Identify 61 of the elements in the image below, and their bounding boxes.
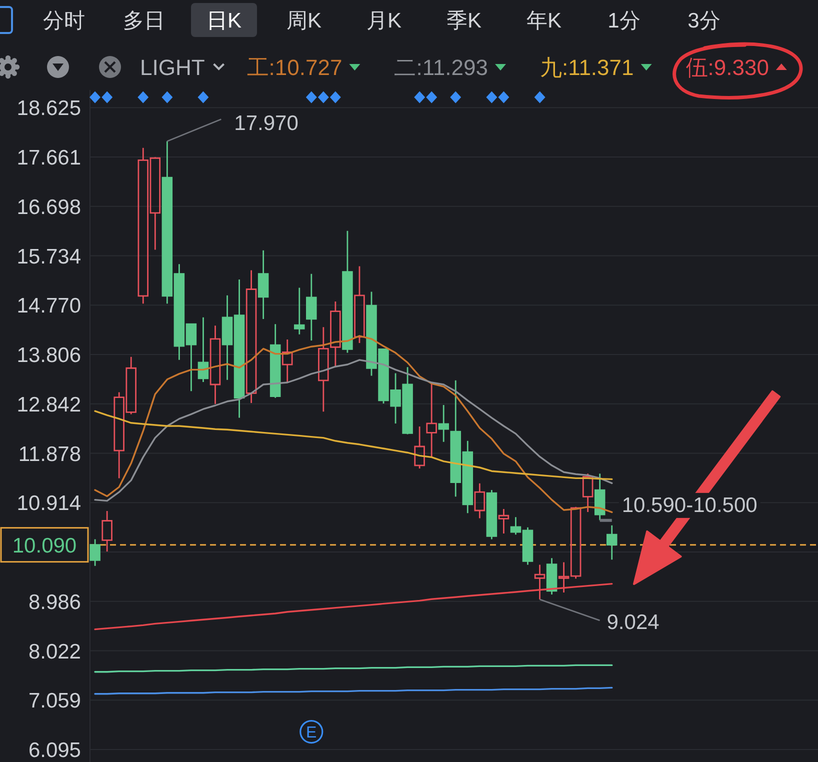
text: 工:10.727 bbox=[246, 54, 342, 80]
price-label: 10.590-10.500 bbox=[600, 492, 760, 522]
y-tick-label: 18.625 bbox=[16, 97, 81, 120]
candlestick bbox=[486, 489, 498, 540]
text: 多日 bbox=[123, 10, 165, 33]
candlestick bbox=[342, 230, 353, 354]
candlestick bbox=[282, 338, 293, 384]
y-tick-label: 10.914 bbox=[16, 492, 82, 516]
scatter: E bbox=[300, 720, 324, 744]
candlestick bbox=[534, 564, 546, 600]
text: 日K bbox=[206, 10, 242, 33]
line-series bbox=[94, 664, 613, 673]
line-series bbox=[94, 410, 613, 480]
data-label: E bbox=[306, 724, 317, 742]
text: 分时 bbox=[43, 10, 85, 33]
legend-title: LIGHT bbox=[140, 54, 205, 80]
price-label: 17.970 bbox=[166, 110, 302, 142]
text: 3分 bbox=[688, 10, 720, 33]
y-tick-label: 6.095 bbox=[28, 739, 81, 762]
text: 月K bbox=[366, 10, 402, 33]
y-tick-label: 8.022 bbox=[28, 640, 81, 664]
line-series bbox=[94, 335, 613, 514]
y-tick-label: 8.986 bbox=[28, 590, 81, 614]
text: 伍:9.330 bbox=[686, 54, 769, 80]
candlestick bbox=[414, 426, 425, 470]
y-tick-label: 12.842 bbox=[16, 393, 81, 416]
line-series bbox=[94, 686, 613, 695]
candlestick bbox=[606, 524, 618, 560]
candlestick bbox=[102, 510, 112, 552]
text: 季K bbox=[446, 10, 482, 33]
candlestick bbox=[210, 324, 221, 405]
candlestick bbox=[426, 383, 437, 458]
candlestick bbox=[294, 287, 305, 336]
candlestick bbox=[198, 316, 209, 383]
candlestick bbox=[354, 265, 365, 344]
y-tick-label: 11.878 bbox=[18, 442, 81, 466]
y-tick-label: 15.734 bbox=[16, 245, 82, 268]
candlestick bbox=[438, 404, 449, 443]
candlestick bbox=[90, 538, 100, 567]
text: 年K bbox=[526, 10, 562, 33]
candlestick bbox=[330, 300, 341, 367]
candlestick bbox=[474, 482, 486, 519]
y-tick-label: 13.806 bbox=[16, 344, 81, 368]
y-tick-label: 7.059 bbox=[28, 690, 81, 713]
y-tick-label: 17.661 bbox=[16, 146, 81, 170]
candlestick bbox=[582, 472, 594, 513]
y-tick-label: 14.770 bbox=[16, 294, 81, 318]
text: 二:11.293 bbox=[394, 54, 488, 80]
candlestick bbox=[498, 508, 510, 534]
line-series bbox=[94, 359, 613, 502]
candlestick bbox=[594, 472, 606, 521]
y-tick-label: 16.698 bbox=[16, 196, 81, 219]
candlestick bbox=[318, 326, 329, 412]
ref-line-label: 10.090 bbox=[12, 534, 77, 558]
text: 1分 bbox=[608, 10, 640, 33]
candlestick bbox=[246, 270, 257, 404]
price-label: 9.024 bbox=[540, 598, 663, 635]
candlestick bbox=[306, 273, 317, 342]
text: 九:11.371 bbox=[540, 54, 634, 80]
candlestick bbox=[258, 250, 269, 320]
text: 周K bbox=[286, 10, 322, 33]
